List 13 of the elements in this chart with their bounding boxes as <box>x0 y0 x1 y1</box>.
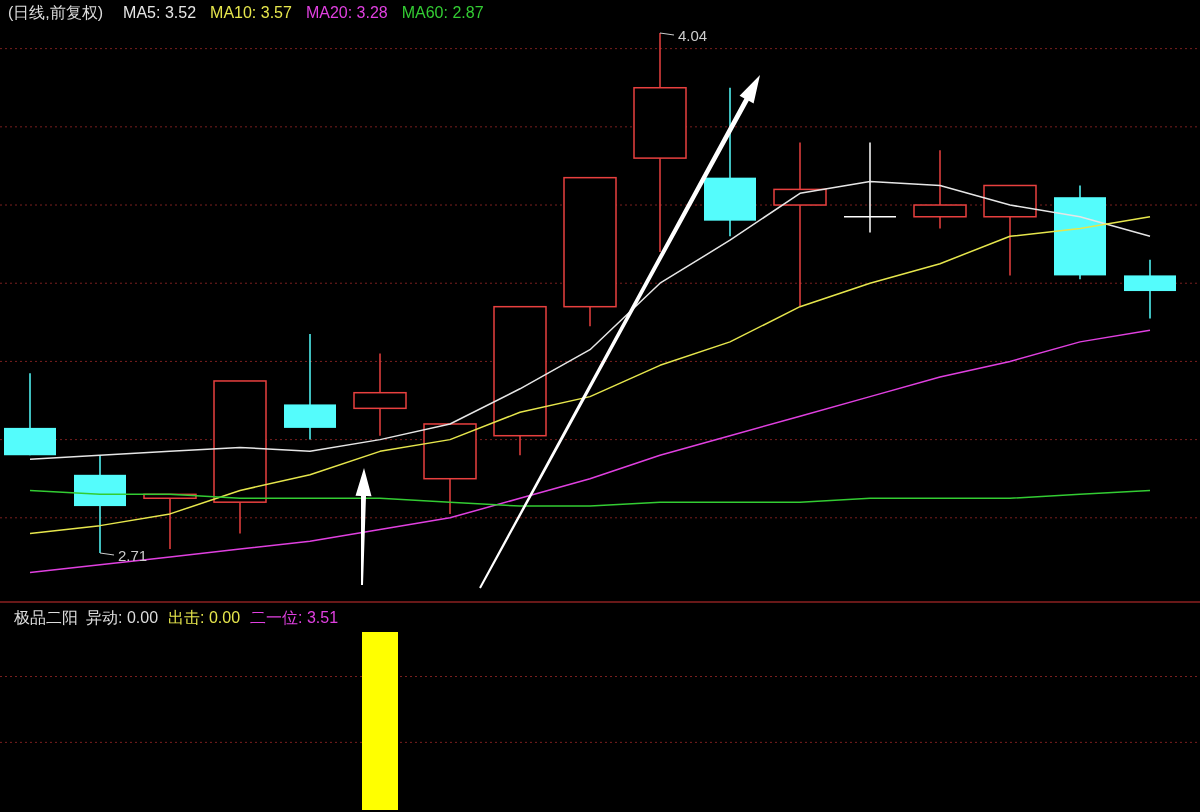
annotation: 4.04 <box>678 27 708 44</box>
text: 二一位: 3.51 <box>250 609 339 626</box>
annotation: 2.71 <box>118 547 148 564</box>
text: 异动: 0.00 <box>86 609 159 626</box>
chart-title: (日线,前复权) <box>8 4 104 21</box>
text: MA20: 3.28 <box>305 4 388 21</box>
candlestick <box>843 141 897 234</box>
text: MA10: 3.57 <box>210 4 292 21</box>
text: 出击: 0.00 <box>168 609 241 626</box>
text: MA60: 2.87 <box>401 4 484 21</box>
text: MA5: 3.52 <box>123 4 197 21</box>
chart-title: 极品二阳 <box>13 609 78 626</box>
candlestick <box>773 141 827 308</box>
